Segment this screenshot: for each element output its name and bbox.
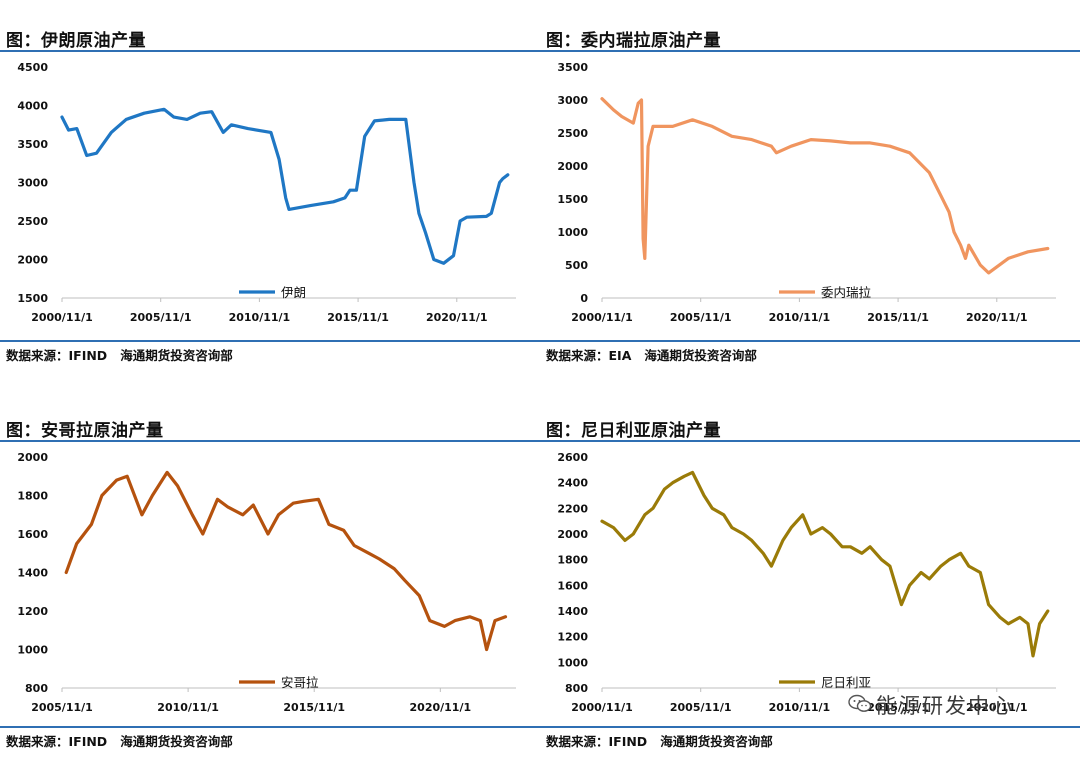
y-tick-label: 2000 bbox=[557, 528, 588, 541]
source-divider bbox=[0, 340, 540, 342]
x-tick-label: 2005/11/1 bbox=[670, 311, 732, 324]
series-line bbox=[60, 107, 510, 265]
chart-panel-iran: 图：伊朗原油产量 4500 4000 3500 3000 2500 2000 1500 200… bbox=[0, 0, 540, 377]
y-tick-label: 1200 bbox=[17, 605, 48, 618]
series-line bbox=[64, 470, 508, 652]
title-divider bbox=[0, 440, 540, 442]
y-tick-label: 1800 bbox=[17, 490, 48, 503]
legend-label: 委内瑞拉 bbox=[821, 285, 872, 300]
x-tick-label: 2020/11/1 bbox=[966, 311, 1028, 324]
line-chart: 2600 2400 2200 2000 1800 1600 1400 1200 1000 800 2… bbox=[557, 451, 1056, 714]
chart-title: 图：伊朗原油产量 bbox=[6, 31, 146, 51]
y-tick-label: 800 bbox=[565, 682, 588, 695]
x-tick-label: 2020/11/1 bbox=[410, 701, 472, 714]
series-line bbox=[600, 470, 1050, 658]
y-tick-label: 2000 bbox=[17, 254, 48, 267]
line-chart: 2000 1800 1600 1400 1200 1000 800 2005/11/1 2010… bbox=[17, 451, 516, 714]
y-tick-label: 3500 bbox=[17, 138, 48, 151]
y-tick-label: 2600 bbox=[557, 451, 588, 464]
y-tick-label: 3000 bbox=[17, 177, 48, 190]
legend-label: 安哥拉 bbox=[281, 675, 319, 690]
x-tick-label: 2020/11/1 bbox=[426, 311, 488, 324]
y-tick-label: 1600 bbox=[17, 528, 48, 541]
x-tick-label: 2000/11/1 bbox=[31, 311, 93, 324]
y-tick-label: 1400 bbox=[557, 605, 588, 618]
series-line bbox=[600, 97, 1050, 275]
data-source-note: 数据来源：IFIND 海通期货投资咨询部 bbox=[6, 734, 233, 749]
wechat-icon bbox=[848, 694, 872, 712]
title-divider bbox=[540, 50, 1080, 52]
y-tick-label: 1200 bbox=[557, 631, 588, 644]
y-tick-label: 2200 bbox=[557, 502, 588, 515]
line-chart: 3500 3000 2500 2000 1500 1000 500 0 2000/11/1 200… bbox=[557, 61, 1056, 324]
y-tick-label: 4000 bbox=[17, 100, 48, 113]
x-tick-label: 2000/11/1 bbox=[571, 311, 633, 324]
chart-panel-nigeria: 图：尼日利亚原油产量 2600 2400 2200 2000 1800 1600 1400 1… bbox=[540, 390, 1080, 767]
y-tick-label: 800 bbox=[25, 682, 48, 695]
chart-title: 图：委内瑞拉原油产量 bbox=[546, 31, 721, 51]
data-source-note: 数据来源：IFIND 海通期货投资咨询部 bbox=[546, 734, 773, 749]
y-tick-label: 2400 bbox=[557, 477, 588, 490]
y-tick-label: 1500 bbox=[557, 193, 588, 206]
chart-title: 图：安哥拉原油产量 bbox=[6, 421, 164, 441]
y-tick-label: 1000 bbox=[17, 644, 48, 657]
x-tick-label: 2000/11/1 bbox=[571, 701, 633, 714]
data-source-note: 数据来源：EIA 海通期货投资咨询部 bbox=[546, 348, 757, 363]
x-tick-label: 2005/11/1 bbox=[31, 701, 93, 714]
y-tick-label: 2500 bbox=[17, 215, 48, 228]
y-tick-label: 1400 bbox=[17, 567, 48, 580]
x-tick-label: 2010/11/1 bbox=[229, 311, 291, 324]
legend-label: 尼日利亚 bbox=[821, 675, 871, 690]
x-tick-label: 2010/11/1 bbox=[157, 701, 219, 714]
y-tick-label: 2500 bbox=[557, 127, 588, 140]
x-tick-label: 2015/11/1 bbox=[283, 701, 345, 714]
y-tick-label: 0 bbox=[580, 292, 588, 305]
y-tick-label: 4500 bbox=[17, 61, 48, 74]
x-tick-label: 2015/11/1 bbox=[867, 311, 929, 324]
watermark-text: 能源研发中心 bbox=[876, 694, 1014, 718]
y-tick-label: 500 bbox=[565, 259, 588, 272]
x-tick-label: 2015/11/1 bbox=[327, 311, 389, 324]
x-tick-label: 2020/11/1 bbox=[966, 701, 1028, 714]
chart-panel-venezuela: 图：委内瑞拉原油产量 3500 3000 2500 2000 1500 1000 500 0 2… bbox=[540, 0, 1080, 377]
source-divider bbox=[0, 726, 540, 728]
x-tick-label: 2005/11/1 bbox=[130, 311, 192, 324]
y-tick-label: 3500 bbox=[557, 61, 588, 74]
y-tick-label: 1000 bbox=[557, 226, 588, 239]
x-tick-label: 2010/11/1 bbox=[769, 311, 831, 324]
chart-panel-angola: 图：安哥拉原油产量 2000 1800 1600 1400 1200 1000 800 200… bbox=[0, 390, 540, 767]
line-chart: 4500 4000 3500 3000 2500 2000 1500 2000/11/1 200… bbox=[17, 61, 516, 324]
y-tick-label: 2000 bbox=[17, 451, 48, 464]
x-tick-label: 2015/11/1 bbox=[867, 701, 929, 714]
x-tick-label: 2010/11/1 bbox=[769, 701, 831, 714]
source-divider bbox=[540, 726, 1080, 728]
y-tick-label: 1600 bbox=[557, 579, 588, 592]
y-tick-label: 1800 bbox=[557, 554, 588, 567]
legend-label: 伊朗 bbox=[281, 285, 306, 300]
y-tick-label: 1000 bbox=[557, 656, 588, 669]
y-tick-label: 1500 bbox=[17, 292, 48, 305]
title-divider bbox=[540, 440, 1080, 442]
y-tick-label: 3000 bbox=[557, 94, 588, 107]
source-divider bbox=[540, 340, 1080, 342]
chart-title: 图：尼日利亚原油产量 bbox=[546, 421, 721, 441]
title-divider bbox=[0, 50, 540, 52]
y-tick-label: 2000 bbox=[557, 160, 588, 173]
data-source-note: 数据来源：IFIND 海通期货投资咨询部 bbox=[6, 348, 233, 363]
x-tick-label: 2005/11/1 bbox=[670, 701, 732, 714]
